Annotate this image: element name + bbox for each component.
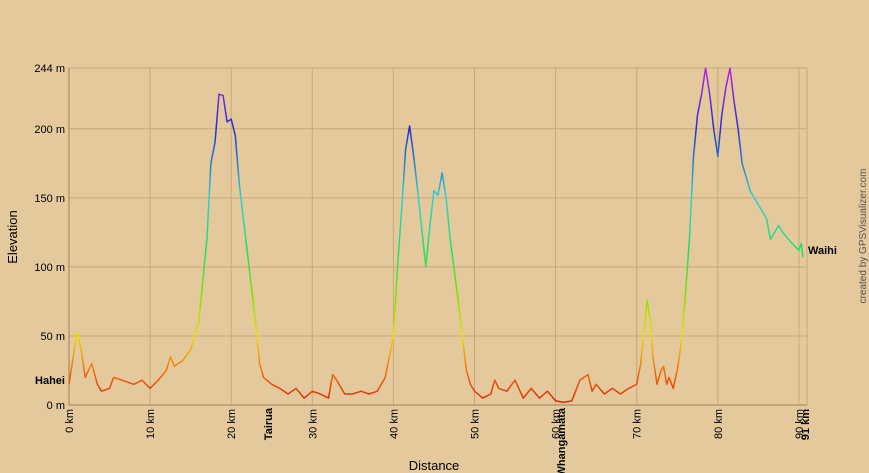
x-tick-label: 91 km <box>800 409 812 440</box>
x-tick-label: 90 km <box>794 409 806 439</box>
x-tick-label: 80 km <box>713 409 725 439</box>
x-tick-label: 30 km <box>307 409 319 439</box>
y-tick-label: 0 m <box>47 400 65 412</box>
x-axis-title: Distance <box>409 458 460 473</box>
x-tick-label: 70 km <box>632 409 644 439</box>
x-tick-label: 40 km <box>388 409 400 439</box>
x-tick-label: 10 km <box>145 409 157 439</box>
x-tick-label: 60 km <box>551 409 563 439</box>
y-tick-label: 150 m <box>34 193 65 205</box>
y-tick-label: 100 m <box>34 262 65 274</box>
y-tick-label: 244 m <box>34 63 65 75</box>
y-axis-title: Elevation <box>5 210 20 263</box>
annotation: Hahei <box>35 375 65 387</box>
annotation: Waihi <box>808 245 837 257</box>
x-tick-label: 50 km <box>469 409 481 439</box>
y-tick-label: 200 m <box>34 124 65 136</box>
credit: created by GPSVisualizer.com <box>858 169 869 304</box>
annotation: Whangamata <box>556 407 568 473</box>
elevation-line <box>68 67 804 403</box>
annotation: Tairua <box>263 407 275 440</box>
y-tick-label: 50 m <box>41 331 65 343</box>
x-tick-label: 20 km <box>226 409 238 439</box>
x-tick-label: 0 km <box>64 409 76 433</box>
